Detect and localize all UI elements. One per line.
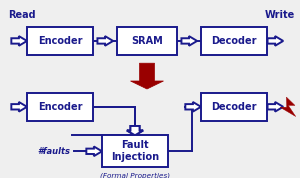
Polygon shape — [11, 102, 27, 112]
Polygon shape — [182, 36, 197, 46]
FancyBboxPatch shape — [102, 135, 168, 167]
Text: (Formal Properties): (Formal Properties) — [100, 173, 170, 178]
Polygon shape — [268, 102, 283, 112]
Text: Decoder: Decoder — [211, 102, 257, 112]
FancyBboxPatch shape — [117, 27, 177, 55]
Polygon shape — [185, 102, 201, 112]
Polygon shape — [127, 126, 143, 135]
Polygon shape — [268, 36, 283, 46]
Text: Decoder: Decoder — [211, 36, 257, 46]
FancyBboxPatch shape — [201, 27, 267, 55]
FancyBboxPatch shape — [201, 93, 267, 121]
Text: #faults: #faults — [38, 147, 71, 156]
Text: Write: Write — [265, 10, 296, 20]
Polygon shape — [86, 146, 102, 156]
Text: Encoder: Encoder — [38, 36, 82, 46]
Polygon shape — [130, 63, 164, 89]
Polygon shape — [98, 36, 113, 46]
Text: SRAM: SRAM — [131, 36, 163, 46]
Text: Read: Read — [8, 10, 35, 20]
Polygon shape — [127, 126, 143, 135]
Text: Fault
Injection: Fault Injection — [111, 140, 159, 162]
Polygon shape — [11, 36, 27, 46]
Polygon shape — [280, 97, 296, 117]
FancyBboxPatch shape — [27, 93, 93, 121]
Text: Encoder: Encoder — [38, 102, 82, 112]
FancyBboxPatch shape — [27, 27, 93, 55]
